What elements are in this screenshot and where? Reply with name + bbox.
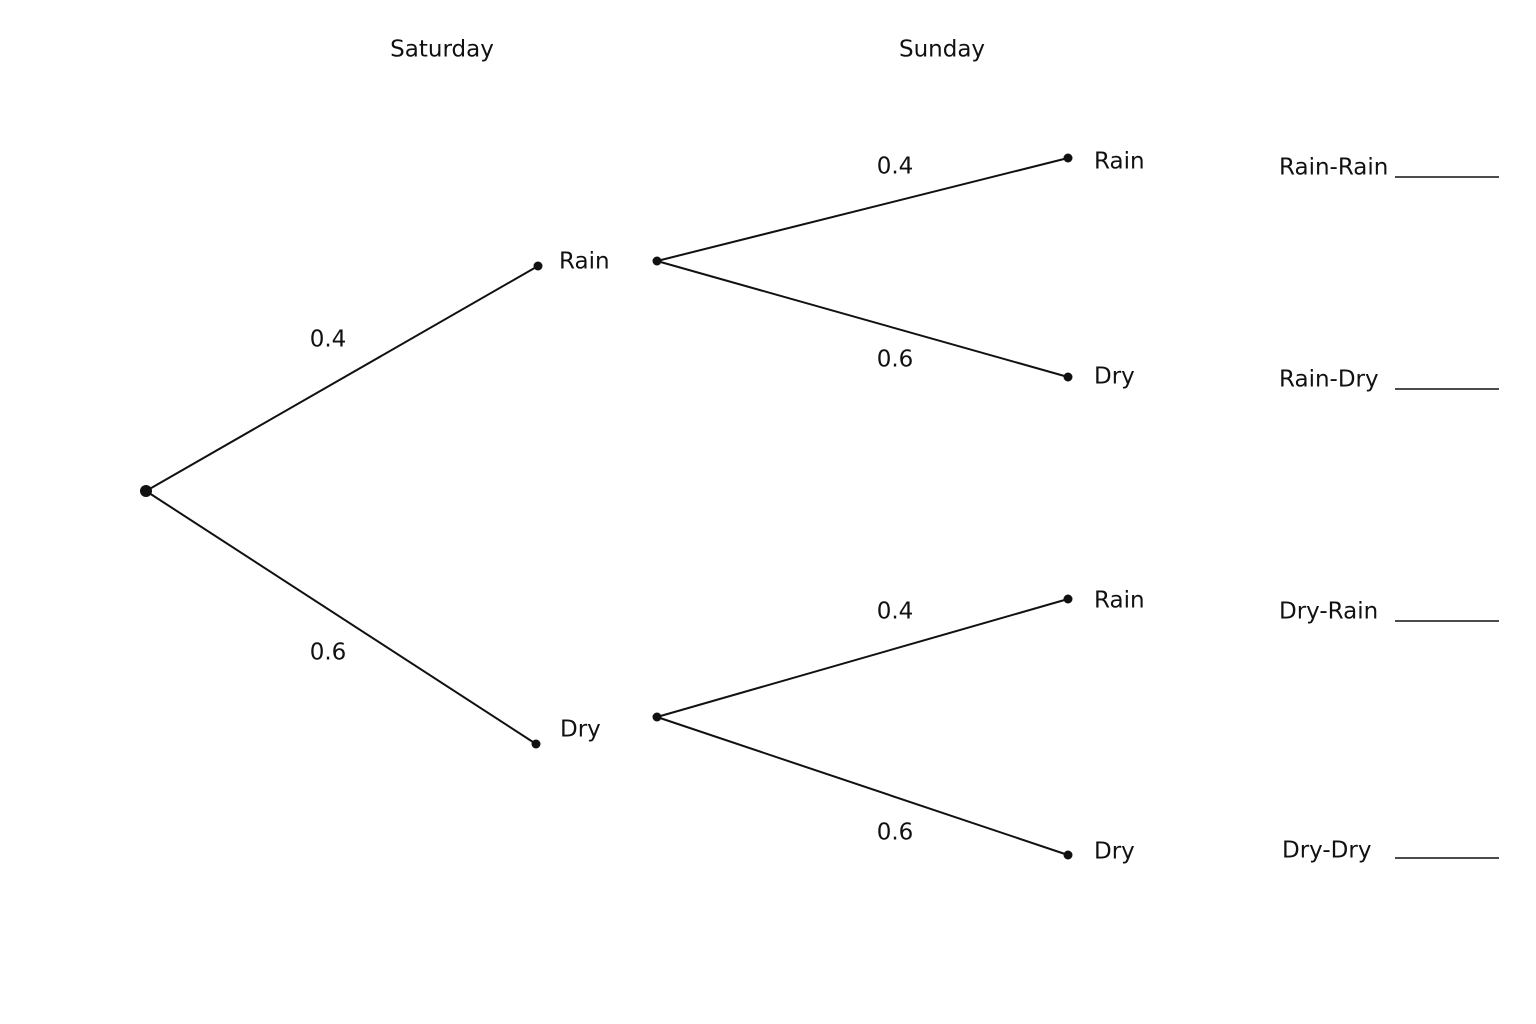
column-header: Saturday [390,37,494,63]
branch-probability: 0.6 [877,820,914,846]
node [1063,850,1073,860]
branch-probability: 0.6 [310,640,347,666]
branch [656,716,1069,856]
branch-probability: 0.4 [310,327,347,353]
branch [145,490,537,745]
node [531,739,541,749]
node-label: Rain [559,249,610,275]
branch [145,265,539,492]
node [1063,372,1073,382]
outcome-label: Dry-Rain [1279,599,1378,625]
node [533,261,543,271]
branch [656,598,1069,718]
column-header: Sunday [899,37,985,63]
branch-probability: 0.6 [877,347,914,373]
node-label: Dry [1094,839,1135,865]
node-label: Dry [560,717,601,743]
branch [656,157,1069,262]
node-label: Rain [1094,149,1145,175]
node [1063,594,1073,604]
root-node [140,485,152,497]
outcome-label: Dry-Dry [1282,838,1371,864]
outcome-label: Rain-Dry [1279,367,1379,393]
branch [656,260,1069,378]
node [652,256,662,266]
branch-probability: 0.4 [877,154,914,180]
outcome-label: Rain-Rain [1279,155,1388,181]
branch-probability: 0.4 [877,599,914,625]
node [652,712,662,722]
node [1063,153,1073,163]
node-label: Dry [1094,364,1135,390]
node-label: Rain [1094,588,1145,614]
